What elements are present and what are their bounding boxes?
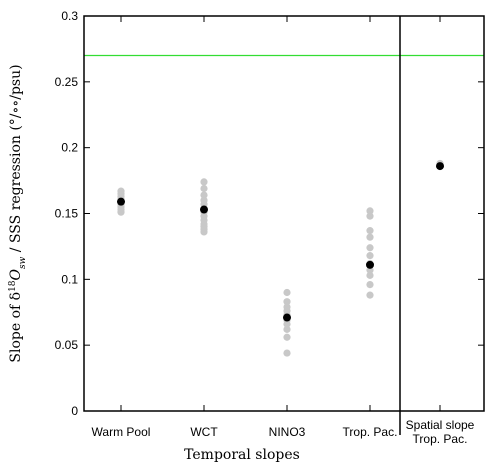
sample-point xyxy=(366,233,374,241)
sample-point xyxy=(366,291,374,299)
sample-point xyxy=(117,187,125,195)
category-label: Warm Pool xyxy=(92,425,151,439)
y-axis-title: Slope of δ18Osw / SSS regression (°/∘∘/p… xyxy=(8,64,28,362)
plot-frame xyxy=(83,15,485,412)
mean-point xyxy=(283,313,291,322)
chart-points xyxy=(117,159,444,357)
mean-point xyxy=(366,260,374,269)
category-label: NINO3 xyxy=(269,425,306,439)
y-tick-label: 0.1 xyxy=(61,272,78,286)
y-tick-label: 0 xyxy=(71,404,78,418)
sample-point xyxy=(283,298,291,306)
y-tick-label: 0.3 xyxy=(61,9,78,23)
category-label: Spatial slope Trop. Pac. xyxy=(406,418,475,446)
sample-point xyxy=(366,271,374,279)
category-label: WCT xyxy=(190,425,218,439)
sample-point xyxy=(366,212,374,220)
sample-point xyxy=(366,244,374,252)
y-tick-label: 0.15 xyxy=(55,207,79,221)
category-label: Trop. Pac. xyxy=(343,425,398,439)
x-axis-title: Temporal slopes xyxy=(184,447,300,463)
sample-point xyxy=(200,196,208,204)
mean-point xyxy=(200,205,208,214)
sample-point xyxy=(283,288,291,297)
mean-point xyxy=(117,197,125,206)
sample-point xyxy=(200,191,208,199)
sample-point xyxy=(366,207,374,215)
y-tick-label: 0.2 xyxy=(61,141,78,155)
sample-point xyxy=(283,333,291,341)
y-tick-label: 0.25 xyxy=(55,75,79,89)
mean-point xyxy=(436,162,444,171)
sample-point xyxy=(283,303,291,311)
sample-point xyxy=(283,325,291,333)
sample-point xyxy=(200,184,208,193)
axis-labels: 0 0.05 0.1 0.15 0.2 0.25 0.3 Warm Pool WCT NINO3 T… xyxy=(55,9,475,446)
sample-point xyxy=(366,252,374,260)
y-tick-label: 0.05 xyxy=(55,338,79,352)
sample-point xyxy=(366,227,374,235)
sample-point xyxy=(366,281,374,289)
sample-point xyxy=(200,178,208,186)
sample-point xyxy=(283,349,291,357)
